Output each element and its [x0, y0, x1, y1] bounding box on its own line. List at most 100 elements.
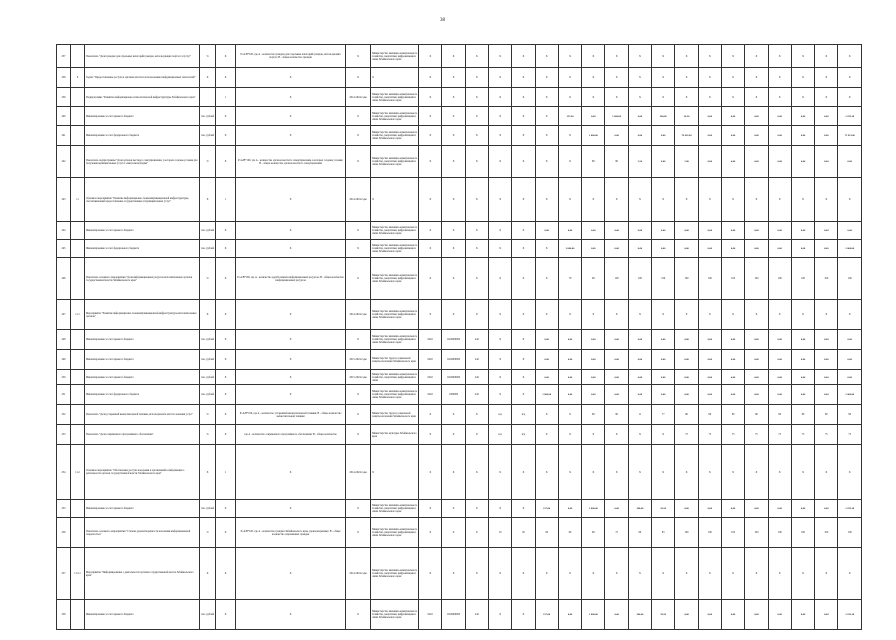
- row-value: 5,54: [627, 145, 653, 178]
- row-description: Показатель "Доля граждан для отдельных к…: [83, 44, 201, 68]
- row-value: 0,00: [790, 369, 816, 385]
- row-description: Финансирование за счет краевого бюджета: [83, 499, 201, 518]
- row-value: Х: [511, 329, 536, 350]
- row-value: 0,00: [674, 599, 699, 630]
- table-row: 256 Показатель основного мероприятия "Сте…: [56, 517, 862, 548]
- row-value: Х: [487, 369, 513, 385]
- row-value: 80: [627, 517, 653, 548]
- row-number: 244: [56, 221, 71, 240]
- row-unit: тыс. рублей: [199, 239, 217, 258]
- table-row: 249 Финансирование за счет краевого бюдже…: [56, 349, 862, 370]
- row-value: Х: [418, 145, 443, 178]
- row-value: Х: [557, 145, 583, 178]
- row-value: Х: [418, 67, 443, 88]
- row-value: 100: [627, 257, 653, 300]
- row-value: 100: [720, 257, 746, 300]
- row-description: Мероприятие "Развитие информационно-теле…: [83, 299, 201, 330]
- row-value: 100: [697, 257, 722, 300]
- row-flag: Х: [215, 499, 237, 518]
- row-value: 80: [744, 404, 769, 425]
- row-value: Х: [441, 257, 466, 300]
- row-formula: Х: [235, 67, 347, 88]
- row-unit: %: [199, 44, 217, 68]
- row-flag: Х: [215, 547, 237, 600]
- row-flag: Х: [215, 145, 237, 178]
- row-description: Подпрограмма "Развитие информационно-тех…: [83, 87, 201, 107]
- row-value: Х: [464, 499, 490, 518]
- row-value: Х: [581, 444, 606, 500]
- row-description: Основное мероприятие "Развитие информаци…: [83, 177, 201, 222]
- row-value: 0410000000: [441, 349, 466, 370]
- table-row: 237 Показатель "Доля граждан для отдельны…: [56, 44, 862, 68]
- row-subnumber: [70, 424, 85, 445]
- row-value: Х: [627, 424, 653, 445]
- row-value: Х: [720, 547, 746, 600]
- row-value: Х: [511, 177, 536, 222]
- program-table: 237 Показатель "Доля граждан для отдельны…: [56, 44, 862, 630]
- row-value: Х: [651, 547, 676, 600]
- row-value: 100: [720, 517, 746, 548]
- row-value: Х: [814, 67, 839, 88]
- row-value: Х: [557, 444, 583, 500]
- row-subnumber: 11.2: [70, 444, 85, 500]
- row-description: Финансирование за счет федерального бюдж…: [83, 384, 201, 405]
- row-value: Х: [697, 299, 722, 330]
- row-period: Х: [345, 221, 372, 240]
- row-value: Х: [674, 44, 699, 68]
- row-value: 0,00: [814, 145, 839, 178]
- row-formula: Х: [235, 369, 347, 385]
- row-value: Х: [534, 106, 559, 126]
- row-period: 2015-2024 годы: [345, 349, 372, 370]
- row-value: 100: [837, 257, 862, 300]
- row-value: 95: [651, 517, 676, 548]
- row-value: Х: [581, 547, 606, 600]
- row-value: 0,00: [720, 239, 746, 258]
- row-value: 80: [814, 404, 839, 425]
- row-value: Х: [487, 177, 513, 222]
- table-row: 244 Финансирование за счет краевого бюдже…: [56, 221, 862, 240]
- row-value: 0,00: [837, 329, 862, 350]
- row-value: Х: [534, 239, 559, 258]
- row-value: Х: [604, 424, 629, 445]
- row-formula: Х: [235, 499, 347, 518]
- row-period: 2015-2024 годы: [345, 369, 372, 385]
- row-unit: Х: [199, 547, 217, 600]
- row-value: Х: [511, 106, 536, 126]
- row-value: 100: [790, 517, 816, 548]
- row-unit: тыс. рублей: [199, 369, 217, 385]
- row-value: Х: [441, 517, 466, 548]
- row-value: Х: [697, 67, 722, 88]
- row-value: 0,00: [604, 499, 629, 518]
- row-value: 0,00: [767, 125, 792, 146]
- row-description: Показатель "Доля современного программно…: [83, 424, 201, 445]
- row-period: Х: [345, 125, 372, 146]
- row-value: Х: [767, 87, 792, 107]
- row-description: Финансирование за счет федерального бюдж…: [83, 125, 201, 146]
- row-value: Х: [557, 87, 583, 107]
- row-value: 0,00: [720, 125, 746, 146]
- row-value: 100,00: [627, 599, 653, 630]
- row-value: 0,00: [651, 349, 676, 370]
- row-value: 0,00: [790, 349, 816, 370]
- row-description: Показатель "Доля устаревшей вычислительн…: [83, 404, 201, 425]
- row-value: Х: [441, 499, 466, 518]
- row-responsible: Министерство труда и социальной защиты н…: [370, 404, 420, 425]
- row-flag: Х: [215, 599, 237, 630]
- row-unit: тыс. рублей: [199, 125, 217, 146]
- row-value: Х: [627, 87, 653, 107]
- row-value: 242: [464, 329, 490, 350]
- row-number: 239: [56, 87, 71, 107]
- row-description: Финансирование за счет краевого бюджета: [83, 106, 201, 126]
- row-value: Х: [418, 257, 443, 300]
- row-number: 241: [56, 125, 71, 146]
- row-flag: Х: [215, 329, 237, 350]
- row-subnumber: [70, 329, 85, 350]
- row-responsible: Министерство жилищно-коммунального хозяй…: [370, 87, 420, 107]
- row-period: Х: [345, 257, 372, 300]
- row-value: Х: [814, 87, 839, 107]
- row-number: 255: [56, 499, 71, 518]
- row-value: Х: [651, 444, 676, 500]
- row-value: 11: [627, 404, 653, 425]
- row-value: 0,00: [627, 239, 653, 258]
- row-value: 0,00: [744, 106, 769, 126]
